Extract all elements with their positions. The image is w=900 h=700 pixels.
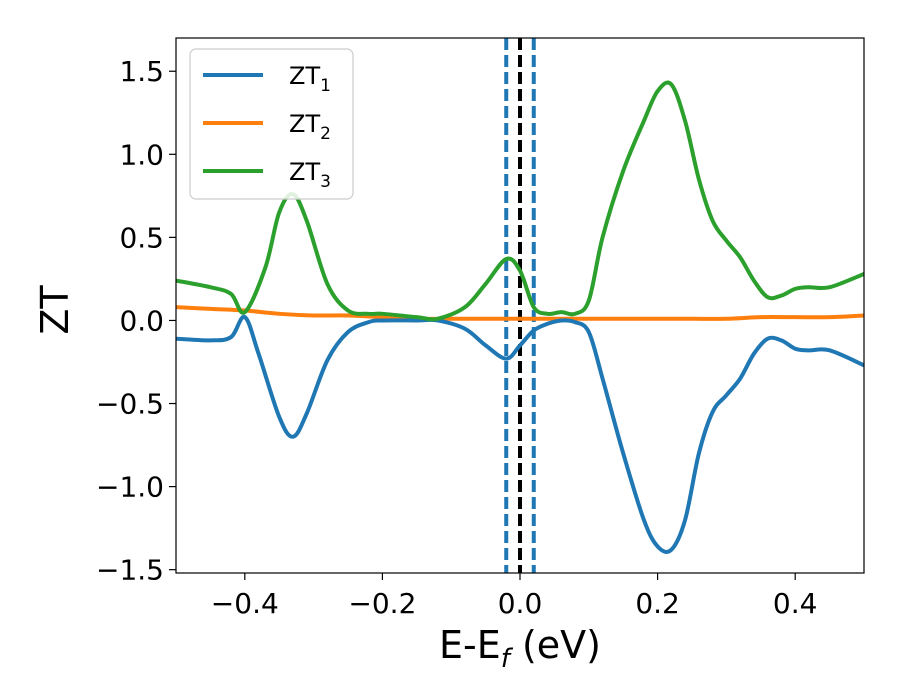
series-line-zt3 (176, 80, 864, 322)
y-tick-label-minus0-5: −0.5 (96, 388, 164, 421)
legend-label-zt3: ZT3 (289, 158, 331, 192)
legend-box (189, 48, 354, 200)
y-tick-label-0-5: 0.5 (119, 221, 164, 254)
legend-label-zt2: ZT2 (289, 110, 331, 144)
legend-label-zt1: ZT1 (289, 62, 331, 96)
series-line-zt1 (176, 315, 864, 554)
y-tick-label-1-0: 1.0 (119, 138, 164, 171)
series-line-zt2 (176, 305, 864, 321)
reference-lines (504, 38, 536, 573)
x-tick-label-0-2: 0.2 (635, 587, 680, 620)
y-tick-label-minus1-5: −1.5 (96, 554, 164, 587)
x-tick-label-minus0-4: −0.4 (211, 587, 279, 620)
x-tick-label-minus0-2: −0.2 (348, 587, 416, 620)
data-series (176, 80, 864, 554)
legend: ZT1 ZT2 ZT3 (189, 48, 354, 200)
y-axis-label: ZT (33, 285, 77, 335)
x-tick-label-0-4: 0.4 (773, 587, 818, 620)
x-tick-label-0-0: 0.0 (498, 587, 543, 620)
y-tick-label-0-0: 0.0 (119, 304, 164, 337)
y-axis-ticks: −1.5 −1.0 −0.5 0.0 0.5 1.0 1.5 (96, 55, 176, 587)
y-tick-label-1-5: 1.5 (119, 55, 164, 88)
y-tick-label-minus1-0: −1.0 (96, 471, 164, 504)
x-axis-label: E-Ef (eV) (439, 623, 601, 674)
x-axis-ticks: −0.4 −0.2 0.0 0.2 0.4 (211, 573, 818, 620)
